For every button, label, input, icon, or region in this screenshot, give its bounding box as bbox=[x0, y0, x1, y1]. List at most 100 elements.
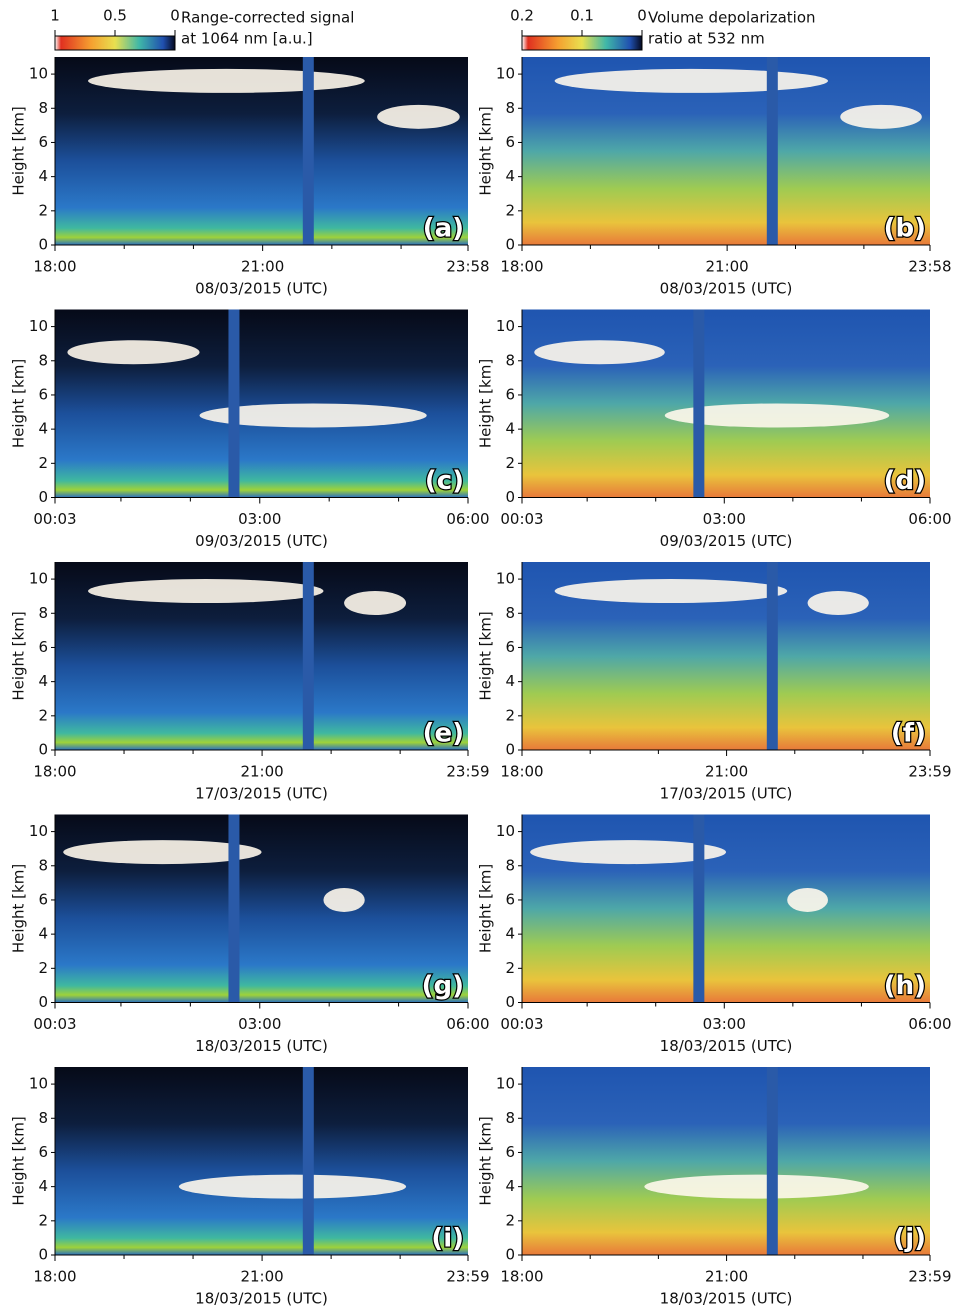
heatmap-image bbox=[55, 309, 468, 498]
y-tick-label: 4 bbox=[38, 672, 48, 690]
y-tick-label: 6 bbox=[505, 133, 515, 151]
data-gap bbox=[693, 309, 705, 498]
x-tick-label: 18:00 bbox=[33, 1268, 76, 1286]
y-tick-label: 2 bbox=[38, 454, 48, 472]
x-tick-label: 03:00 bbox=[703, 1015, 746, 1033]
panel-label: (b) bbox=[884, 214, 926, 244]
y-tick-label: 10 bbox=[496, 570, 515, 588]
y-tick-label: 8 bbox=[38, 351, 48, 369]
y-tick-label: 2 bbox=[38, 706, 48, 724]
y-tick-label: 2 bbox=[505, 201, 515, 219]
y-tick-label: 2 bbox=[505, 959, 515, 977]
x-axis-label: 17/03/2015 (UTC) bbox=[660, 785, 793, 803]
x-tick-label: 18:00 bbox=[500, 763, 543, 781]
x-axis-label: 09/03/2015 (UTC) bbox=[195, 532, 328, 550]
panel-label: (c) bbox=[425, 466, 464, 496]
data-gap bbox=[766, 1067, 778, 1255]
y-axis-label: Height [km] bbox=[477, 864, 495, 953]
y-tick-label: 4 bbox=[38, 167, 48, 185]
x-tick-label: 18:00 bbox=[33, 258, 76, 276]
x-axis-label: 18/03/2015 (UTC) bbox=[195, 1037, 328, 1055]
y-tick-label: 6 bbox=[38, 638, 48, 656]
x-tick-label: 21:00 bbox=[240, 763, 283, 781]
x-tick-label: 06:00 bbox=[446, 1015, 489, 1033]
x-tick-label: 00:03 bbox=[33, 1015, 76, 1033]
x-tick-label: 18:00 bbox=[33, 763, 76, 781]
heatmap-image bbox=[522, 1067, 930, 1255]
y-tick-label: 8 bbox=[38, 604, 48, 622]
y-tick-label: 0 bbox=[505, 488, 515, 506]
y-tick-label: 6 bbox=[505, 385, 515, 403]
y-tick-label: 0 bbox=[505, 993, 515, 1011]
x-tick-label: 23:59 bbox=[446, 1268, 489, 1286]
x-tick-label: 03:00 bbox=[238, 1015, 281, 1033]
y-tick-label: 6 bbox=[38, 1143, 48, 1161]
x-axis-label: 18/03/2015 (UTC) bbox=[660, 1290, 793, 1308]
y-tick-label: 2 bbox=[38, 959, 48, 977]
y-tick-label: 2 bbox=[38, 1211, 48, 1229]
y-tick-label: 8 bbox=[38, 856, 48, 874]
panel-label: (g) bbox=[422, 971, 464, 1001]
heatmap-image bbox=[55, 1067, 468, 1255]
y-axis-label: Height [km] bbox=[10, 106, 28, 195]
data-gap bbox=[693, 814, 705, 1003]
x-tick-label: 23:58 bbox=[446, 258, 489, 276]
colorbar-label: Range-corrected signal bbox=[181, 9, 354, 27]
y-tick-label: 10 bbox=[496, 1075, 515, 1093]
x-tick-label: 21:00 bbox=[705, 763, 748, 781]
x-tick-label: 21:00 bbox=[705, 1268, 748, 1286]
y-tick-label: 4 bbox=[505, 167, 515, 185]
panel-label: (e) bbox=[423, 719, 464, 749]
cloud bbox=[554, 579, 788, 604]
y-axis-label: Height [km] bbox=[477, 106, 495, 195]
y-axis-label: Height [km] bbox=[10, 611, 28, 700]
colorbar-tick-label: 1 bbox=[50, 7, 60, 25]
colorbar-tick-label: 0.1 bbox=[570, 7, 594, 25]
cloud bbox=[807, 591, 869, 616]
y-tick-label: 8 bbox=[505, 604, 515, 622]
y-tick-label: 8 bbox=[505, 351, 515, 369]
y-tick-label: 4 bbox=[38, 1177, 48, 1195]
panel-label: (j) bbox=[893, 1224, 926, 1254]
panel-label: (f) bbox=[891, 719, 926, 749]
x-tick-label: 21:00 bbox=[241, 258, 284, 276]
colorbar-tick-label: 0.2 bbox=[510, 7, 534, 25]
y-tick-label: 0 bbox=[38, 741, 48, 759]
cloud bbox=[534, 340, 665, 365]
y-tick-label: 10 bbox=[496, 317, 515, 335]
y-tick-label: 6 bbox=[505, 638, 515, 656]
x-axis-label: 08/03/2015 (UTC) bbox=[660, 280, 793, 298]
y-tick-label: 8 bbox=[505, 1109, 515, 1127]
colorbar bbox=[521, 35, 643, 51]
x-tick-label: 23:59 bbox=[446, 763, 489, 781]
panel-label: (i) bbox=[431, 1224, 464, 1254]
y-tick-label: 10 bbox=[29, 822, 48, 840]
x-tick-label: 00:03 bbox=[500, 510, 543, 528]
x-tick-label: 23:59 bbox=[908, 763, 951, 781]
cloud bbox=[530, 840, 726, 865]
y-tick-label: 0 bbox=[505, 741, 515, 759]
y-tick-label: 8 bbox=[38, 99, 48, 117]
y-axis-label: Height [km] bbox=[477, 359, 495, 448]
data-gap bbox=[766, 57, 778, 245]
x-axis-label: 18/03/2015 (UTC) bbox=[660, 1037, 793, 1055]
x-tick-label: 23:58 bbox=[908, 258, 951, 276]
y-tick-label: 2 bbox=[38, 201, 48, 219]
y-tick-label: 0 bbox=[38, 1246, 48, 1264]
x-tick-label: 06:00 bbox=[908, 510, 951, 528]
y-tick-label: 10 bbox=[29, 65, 48, 83]
cloud bbox=[88, 68, 365, 93]
y-axis-label: Height [km] bbox=[10, 864, 28, 953]
y-tick-label: 4 bbox=[505, 672, 515, 690]
y-tick-label: 4 bbox=[38, 420, 48, 438]
y-tick-label: 0 bbox=[505, 1246, 515, 1264]
y-tick-label: 0 bbox=[38, 488, 48, 506]
x-axis-label: 08/03/2015 (UTC) bbox=[195, 280, 328, 298]
panel-label: (a) bbox=[423, 214, 464, 244]
x-tick-label: 03:00 bbox=[703, 510, 746, 528]
y-tick-label: 10 bbox=[29, 317, 48, 335]
data-gap bbox=[302, 1067, 314, 1255]
x-tick-label: 23:59 bbox=[908, 1268, 951, 1286]
cloud bbox=[644, 1174, 869, 1199]
cloud bbox=[344, 591, 407, 616]
